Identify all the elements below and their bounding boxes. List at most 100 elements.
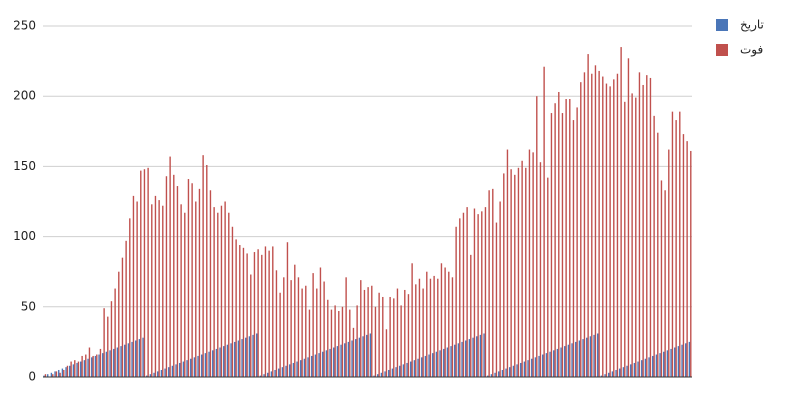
legend-label: تاریخ: [740, 18, 764, 33]
bar: [531, 358, 533, 377]
bar: [278, 368, 280, 377]
bar: [461, 341, 463, 377]
bar: [556, 348, 559, 377]
bar: [319, 267, 322, 377]
bar: [626, 365, 628, 377]
bar: [43, 375, 45, 377]
y-tick-label: 250: [13, 19, 36, 33]
bar: [514, 174, 516, 377]
bar: [545, 353, 548, 377]
bar: [525, 167, 527, 377]
bar: [363, 289, 366, 377]
bar: [184, 212, 186, 377]
bar: [83, 360, 86, 377]
bar: [572, 120, 575, 378]
bar: [176, 186, 179, 377]
bar: [547, 177, 549, 377]
bar: [382, 296, 384, 377]
bar: [477, 214, 479, 377]
bar: [466, 207, 468, 377]
bar: [388, 369, 390, 377]
bar: [495, 222, 498, 377]
bar: [187, 179, 190, 377]
bar: [252, 334, 254, 377]
bar: [638, 72, 641, 377]
bar: [443, 348, 445, 377]
bar: [72, 364, 75, 377]
bar: [212, 350, 214, 377]
bar: [503, 173, 505, 377]
y-tick-label: 150: [13, 159, 36, 173]
bar: [219, 347, 221, 377]
bar: [87, 358, 89, 377]
bar: [582, 339, 584, 377]
bar: [558, 91, 560, 377]
bar: [125, 240, 127, 377]
bar: [589, 336, 592, 377]
bar: [74, 360, 76, 377]
bar: [395, 367, 397, 377]
bar: [435, 351, 438, 377]
bar: [65, 367, 67, 377]
bar: [369, 333, 372, 377]
bar: [602, 76, 604, 377]
bar: [217, 212, 219, 377]
bar: [600, 375, 603, 377]
bar: [102, 353, 104, 377]
bar: [593, 334, 595, 377]
bar: [481, 211, 483, 377]
y-tick-label: 0: [28, 370, 36, 384]
bar: [378, 292, 380, 377]
bar: [314, 354, 317, 377]
bar: [554, 103, 556, 377]
bar: [209, 190, 212, 377]
bar: [587, 54, 589, 378]
bar: [59, 372, 61, 377]
bar: [226, 344, 229, 377]
bar: [162, 205, 164, 377]
bar: [263, 374, 265, 377]
bar: [674, 347, 676, 377]
bar: [619, 368, 621, 377]
bar: [92, 355, 94, 377]
bar: [367, 287, 369, 377]
bar: [498, 371, 500, 377]
bar: [70, 361, 72, 377]
bar: [285, 365, 287, 377]
bar: [479, 334, 482, 377]
bar: [630, 364, 632, 377]
bar: [305, 285, 307, 377]
bar: [352, 327, 355, 377]
bar: [649, 77, 652, 377]
bar: [202, 155, 204, 377]
bar: [487, 375, 489, 377]
bar: [604, 374, 606, 377]
bar: [374, 306, 377, 377]
bar: [615, 369, 617, 377]
bar: [142, 337, 144, 377]
bar: [149, 374, 152, 377]
legend-swatch: [716, 44, 728, 56]
bar: [539, 162, 542, 377]
bar: [113, 348, 115, 377]
bar: [168, 367, 170, 377]
bar: [213, 207, 215, 377]
bar: [657, 132, 659, 377]
bar: [402, 364, 405, 377]
bar: [648, 357, 650, 377]
bar: [538, 355, 540, 377]
bar: [492, 188, 494, 377]
bar: [103, 308, 105, 377]
bar: [208, 351, 210, 377]
bar: [110, 301, 113, 377]
bar: [138, 339, 141, 377]
bar: [318, 353, 320, 377]
bar: [384, 371, 386, 377]
bar: [268, 250, 270, 377]
bar: [663, 351, 665, 377]
bar: [81, 355, 83, 377]
bar: [193, 357, 196, 377]
bar: [483, 333, 485, 377]
bar: [560, 347, 562, 377]
bar: [421, 357, 423, 377]
